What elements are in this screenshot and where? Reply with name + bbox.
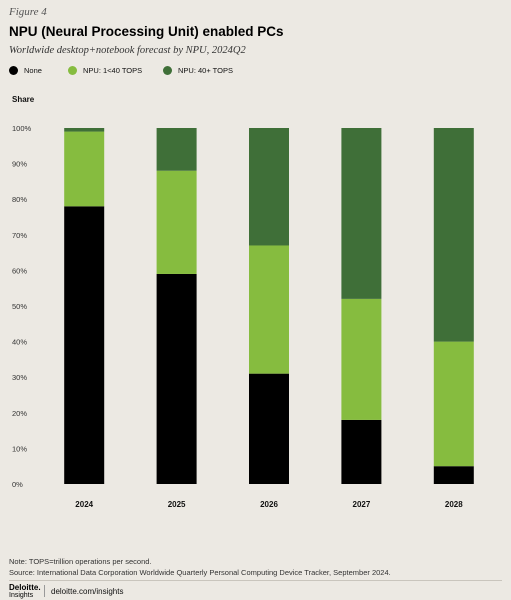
y-tick-label: 70%	[12, 231, 27, 240]
legend: None NPU: 1<40 TOPS NPU: 40+ TOPS	[0, 66, 511, 80]
x-tick-label: 2024	[75, 500, 93, 509]
footnote-source: Source: International Data Corporation W…	[9, 568, 391, 577]
x-tick-label: 2025	[168, 500, 186, 509]
y-tick-label: 50%	[12, 302, 27, 311]
y-tick-label: 90%	[12, 160, 27, 169]
bar-segment	[64, 206, 105, 484]
legend-swatch-none-icon	[9, 66, 18, 75]
bar-segment	[433, 466, 474, 484]
y-tick-label: 20%	[12, 409, 27, 418]
bar-segment	[156, 128, 197, 171]
stacked-bar-chart: 0% 10% 20% 30% 40% 50% 60% 70% 80% 90% 100% 2024 202…	[12, 124, 474, 509]
footnote: Note: TOPS=trillion operations per secon…	[9, 556, 391, 578]
brand-logo: Deloitte. Insights	[9, 584, 41, 600]
y-axis-label: Share	[12, 95, 35, 104]
legend-item-npu-low: NPU: 1<40 TOPS	[68, 66, 142, 75]
y-tick-label: 30%	[12, 373, 27, 382]
chart-title: NPU (Neural Processing Unit) enabled PCs	[9, 24, 284, 39]
brand-name: Deloitte.	[9, 583, 41, 592]
bar-segment	[64, 131, 105, 207]
bar-segment	[341, 298, 382, 420]
bar-segment	[249, 245, 289, 374]
bar-segment	[64, 128, 105, 132]
x-tick-label: 2026	[260, 500, 278, 509]
y-tick-label: 10%	[12, 444, 27, 453]
legend-label-npu-high: NPU: 40+ TOPS	[178, 66, 233, 75]
bar-segment	[433, 128, 474, 342]
x-tick-label: 2027	[353, 500, 371, 509]
bar-segment	[156, 170, 197, 274]
bar-segment	[433, 341, 474, 467]
figure-label: Figure 4	[9, 6, 47, 18]
brand-sub: Insights	[9, 592, 34, 599]
bar-segment	[249, 373, 289, 484]
bar-segment	[341, 128, 382, 299]
y-tick-label: 0%	[12, 480, 23, 489]
brand-separator	[44, 585, 45, 597]
legend-item-none: None	[9, 66, 42, 75]
legend-item-npu-high: NPU: 40+ TOPS	[163, 66, 233, 75]
chart-subtitle: Worldwide desktop+notebook forecast by N…	[9, 45, 246, 56]
y-tick-label: 60%	[12, 266, 27, 275]
legend-swatch-npu-low-icon	[68, 66, 77, 75]
footer-divider	[9, 580, 502, 581]
brand-url-link[interactable]: deloitte.com/insights	[51, 587, 124, 596]
bar-segment	[341, 419, 382, 484]
legend-label-none: None	[24, 66, 42, 75]
y-tick-label: 80%	[12, 195, 27, 204]
footnote-note: Note: TOPS=trillion operations per secon…	[9, 557, 152, 566]
bar-segment	[249, 128, 289, 246]
y-tick-label: 40%	[12, 338, 27, 347]
x-tick-label: 2028	[445, 500, 463, 509]
y-tick-label: 100%	[12, 124, 32, 133]
bar-segment	[156, 273, 197, 484]
legend-label-npu-low: NPU: 1<40 TOPS	[83, 66, 143, 75]
legend-swatch-npu-high-icon	[163, 66, 172, 75]
